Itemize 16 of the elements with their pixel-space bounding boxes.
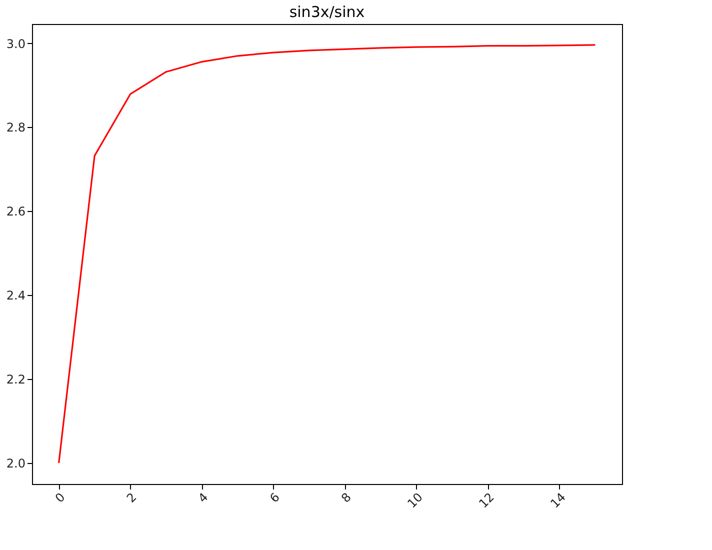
x-tick-label: 12 <box>476 490 497 511</box>
y-tick-label: 2.2 <box>6 372 26 387</box>
y-tick-label: 2.0 <box>6 456 26 471</box>
y-tick-label: 3.0 <box>6 36 26 51</box>
x-tick-label: 4 <box>196 490 211 506</box>
line-series <box>58 44 596 464</box>
x-tick-label: 6 <box>267 490 282 506</box>
x-tick-label: 14 <box>548 490 568 511</box>
chart-title: sin3x/sinx <box>289 3 365 21</box>
x-tick-label: 0 <box>52 490 68 506</box>
y-tick-label: 2.4 <box>6 288 26 303</box>
y-tick-label: 2.8 <box>6 120 26 135</box>
x-tick-label: 8 <box>338 490 354 506</box>
y-tick-label: 2.6 <box>6 204 26 219</box>
x-tick-label: 10 <box>404 490 426 511</box>
x-tick-label: 2 <box>124 490 140 506</box>
